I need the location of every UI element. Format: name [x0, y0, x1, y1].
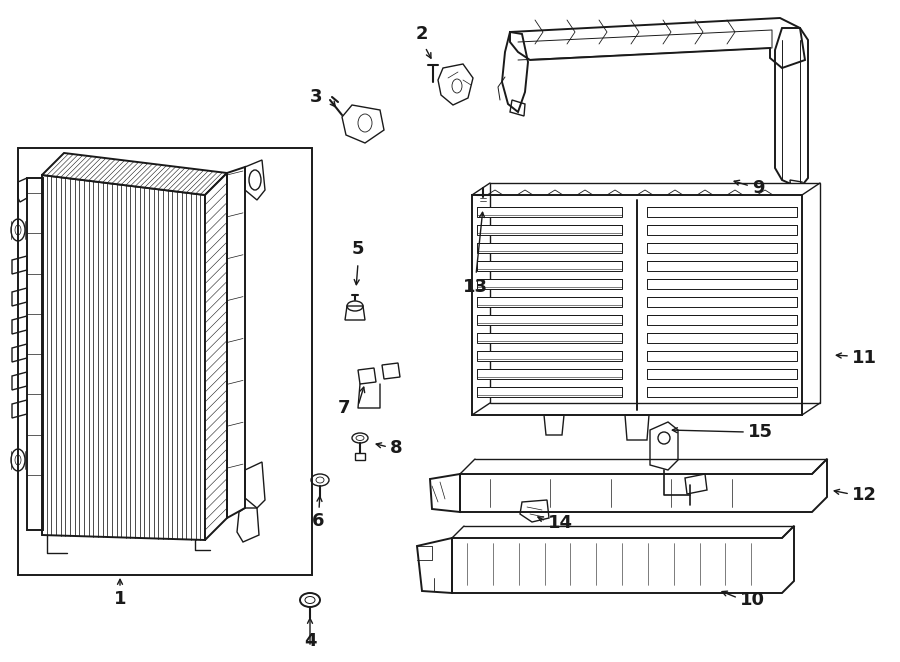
Polygon shape — [477, 315, 622, 325]
Text: 12: 12 — [852, 486, 877, 504]
Polygon shape — [205, 173, 227, 540]
Polygon shape — [477, 297, 622, 307]
Text: 2: 2 — [416, 25, 428, 43]
Polygon shape — [477, 369, 622, 379]
Text: 3: 3 — [310, 88, 322, 106]
Text: 11: 11 — [852, 349, 877, 367]
Polygon shape — [647, 207, 797, 217]
Polygon shape — [42, 153, 227, 195]
Polygon shape — [477, 351, 622, 361]
Polygon shape — [477, 261, 622, 271]
Polygon shape — [477, 387, 622, 397]
Ellipse shape — [300, 593, 320, 607]
Polygon shape — [647, 279, 797, 289]
Polygon shape — [647, 351, 797, 361]
Ellipse shape — [347, 301, 363, 311]
Polygon shape — [490, 183, 820, 403]
Text: 4: 4 — [304, 632, 316, 650]
Polygon shape — [477, 243, 622, 253]
Text: 10: 10 — [740, 591, 765, 609]
Polygon shape — [647, 297, 797, 307]
Text: 9: 9 — [752, 179, 764, 197]
Text: 6: 6 — [311, 512, 324, 530]
Text: 7: 7 — [338, 399, 350, 417]
Polygon shape — [647, 243, 797, 253]
Polygon shape — [477, 333, 622, 343]
Polygon shape — [647, 369, 797, 379]
Ellipse shape — [311, 474, 329, 486]
Polygon shape — [647, 225, 797, 235]
Polygon shape — [647, 387, 797, 397]
Text: 5: 5 — [352, 240, 365, 258]
Polygon shape — [477, 279, 622, 289]
Text: 8: 8 — [390, 439, 402, 457]
Text: 14: 14 — [548, 514, 573, 532]
Text: 15: 15 — [748, 423, 773, 441]
Polygon shape — [477, 225, 622, 235]
Text: 1: 1 — [113, 590, 126, 608]
Ellipse shape — [352, 433, 368, 443]
Polygon shape — [647, 315, 797, 325]
Text: 13: 13 — [463, 278, 488, 296]
Polygon shape — [477, 207, 622, 217]
Polygon shape — [647, 333, 797, 343]
Polygon shape — [647, 261, 797, 271]
